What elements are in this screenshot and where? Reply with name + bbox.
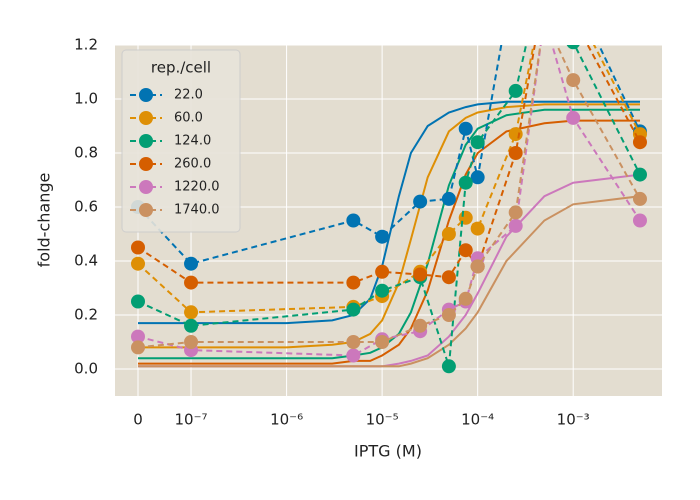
legend-label: 124.0 [174,134,211,149]
data-point [470,221,485,236]
data-point [508,146,523,160]
data-line [137,45,641,265]
data-point [184,318,199,333]
data-point [375,229,390,244]
x-axis-label: IPTG (M) [354,442,422,461]
data-point [346,213,361,228]
data-point [131,294,145,309]
data-point [458,175,473,190]
data-point [508,205,523,220]
data-point [470,259,485,274]
fit-curve [138,103,640,349]
y-tick-label: 0.2 [74,306,98,324]
data-point [508,127,523,142]
data-point [346,348,361,363]
legend-title: rep./cell [151,59,211,77]
data-point [346,302,361,317]
legend-marker [139,203,153,217]
y-tick-label: 0.0 [74,360,98,378]
data-point [375,264,390,279]
data-point [131,340,145,355]
fit-curve [138,108,640,360]
data-point [413,267,428,282]
data-point [458,121,473,136]
legend-marker [139,134,153,148]
y-axis-label: fold-change [35,173,54,268]
x-tick-label: 0 [133,411,143,429]
data-point [441,191,456,206]
x-tick-label: 10⁻⁵ [366,411,399,429]
legend-label: 1220.0 [174,180,220,195]
x-tick-label: 10⁻⁶ [270,411,303,429]
fit-curve [138,100,640,325]
data-point [566,11,580,25]
data-point [566,110,581,125]
x-tick-label: 10⁻⁴ [461,411,494,429]
data-line [137,45,641,367]
data-point [632,191,647,206]
data-point [632,167,647,182]
data-line [137,45,641,357]
data-point [566,0,580,12]
data-point [184,335,199,349]
x-tick-label: 10⁻⁷ [175,411,208,429]
legend-label: 260.0 [174,157,211,172]
data-point [508,218,523,233]
legend-label: 1740.0 [174,203,220,218]
data-point [537,11,551,25]
fit-curve [138,195,641,368]
legend-label: 22.0 [174,88,203,103]
data-point [441,270,456,285]
data-point [458,291,473,306]
data-point [632,213,647,228]
x-tick-label: 10⁻³ [557,411,590,429]
data-point [441,227,456,241]
legend-marker [139,88,153,102]
data-point [184,305,199,320]
y-tick-label: 0.4 [74,252,98,270]
y-tick-label: 0.6 [74,198,98,216]
data-point [566,73,581,88]
data-point [470,135,485,150]
data-point [458,210,473,225]
data-point [441,359,456,374]
data-point [346,275,361,290]
legend-marker [139,111,153,125]
data-point [184,256,199,271]
data-point [413,194,428,209]
data-point [458,243,473,258]
legend-label: 60.0 [174,111,203,126]
data-point [375,283,390,298]
legend-marker [139,180,153,194]
data-point [131,256,145,271]
data-point [413,318,428,333]
data-point [131,329,145,344]
data-point [184,275,199,290]
data-point [537,11,551,25]
y-tick-label: 1.0 [74,90,98,108]
y-tick-label: 0.8 [74,144,98,162]
data-point [131,240,145,255]
data-point [375,335,390,349]
data-point [508,83,523,98]
data-point [346,335,361,349]
y-tick-label: 1.2 [74,36,98,54]
data-point [441,308,456,322]
data-point [470,170,485,185]
data-point [632,135,647,150]
data-point [566,45,580,50]
legend-marker [139,157,153,171]
